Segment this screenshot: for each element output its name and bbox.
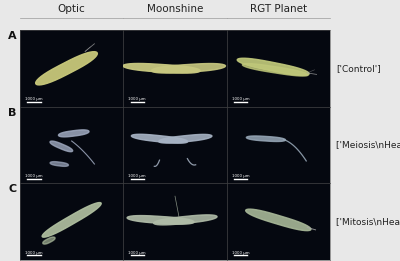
Polygon shape bbox=[50, 141, 73, 152]
Text: 1000 µm: 1000 µm bbox=[128, 174, 146, 178]
Text: B: B bbox=[8, 108, 17, 118]
Text: ['Meiosis\nHeat Stress']: ['Meiosis\nHeat Stress'] bbox=[336, 140, 400, 149]
Text: 1000 µm: 1000 µm bbox=[232, 251, 250, 254]
Text: 1000 µm: 1000 µm bbox=[25, 174, 43, 178]
Text: 1000 µm: 1000 µm bbox=[232, 97, 250, 101]
Polygon shape bbox=[159, 134, 212, 143]
Polygon shape bbox=[152, 63, 226, 73]
Text: RGT Planet: RGT Planet bbox=[250, 4, 307, 14]
Polygon shape bbox=[127, 216, 194, 224]
Polygon shape bbox=[131, 134, 188, 143]
Polygon shape bbox=[246, 136, 286, 141]
Polygon shape bbox=[42, 203, 101, 237]
Text: 1000 µm: 1000 µm bbox=[232, 174, 250, 178]
Text: 1000 µm: 1000 µm bbox=[25, 251, 43, 254]
Text: A: A bbox=[8, 31, 17, 41]
Text: C: C bbox=[9, 185, 17, 194]
Polygon shape bbox=[246, 209, 311, 231]
Text: ['Mitosis\nHeat Stress']: ['Mitosis\nHeat Stress'] bbox=[336, 217, 400, 226]
Polygon shape bbox=[36, 52, 97, 85]
Text: Optic: Optic bbox=[58, 4, 86, 14]
Polygon shape bbox=[58, 130, 89, 137]
Polygon shape bbox=[123, 63, 200, 73]
Polygon shape bbox=[154, 215, 217, 225]
Polygon shape bbox=[237, 58, 309, 75]
Text: Moonshine: Moonshine bbox=[147, 4, 203, 14]
Polygon shape bbox=[43, 237, 55, 244]
Text: ['Control']: ['Control'] bbox=[336, 64, 381, 73]
Polygon shape bbox=[50, 162, 68, 166]
Polygon shape bbox=[242, 64, 308, 76]
Text: 1000 µm: 1000 µm bbox=[25, 97, 43, 101]
Text: 1000 µm: 1000 µm bbox=[128, 97, 146, 101]
Text: 1000 µm: 1000 µm bbox=[128, 251, 146, 254]
